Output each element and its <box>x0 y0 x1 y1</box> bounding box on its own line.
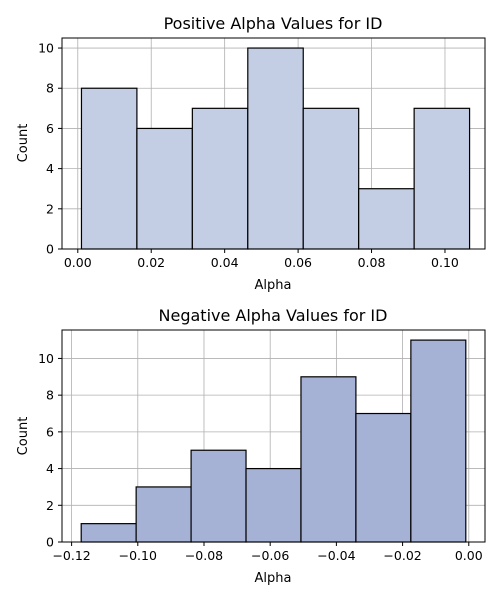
bars <box>80 339 467 543</box>
x-tick-label: 0.04 <box>211 255 239 270</box>
y-tick-label: 10 <box>38 351 54 366</box>
plot-frame <box>61 329 486 543</box>
histogram-bar <box>410 339 467 543</box>
y-axis-label: Count <box>16 124 31 163</box>
bars <box>80 47 471 250</box>
x-tick-label: −0.10 <box>119 548 157 563</box>
y-tick-label: 4 <box>46 161 54 176</box>
x-tick-label: 0.06 <box>284 255 312 270</box>
y-axis-label: Count <box>16 417 31 456</box>
x-tick-label: −0.12 <box>52 548 90 563</box>
x-tick-label: 0.10 <box>431 255 459 270</box>
y-tick-label: 6 <box>46 121 54 136</box>
histogram-bar <box>247 47 304 250</box>
positive-alpha-histogram: Positive Alpha Values for ID Alpha Count… <box>16 14 486 293</box>
y-tick-label: 10 <box>38 41 54 56</box>
y-tick-label: 6 <box>46 424 54 439</box>
histogram-bar <box>135 486 192 543</box>
histogram-bar <box>80 87 138 250</box>
chart-title: Positive Alpha Values for ID <box>164 14 383 33</box>
x-tick-label: 0.00 <box>64 255 92 270</box>
histogram-bar <box>190 449 247 543</box>
y-ticks: 0 2 4 6 8 10 <box>38 351 62 550</box>
histogram-bar <box>355 412 412 543</box>
y-tick-label: 8 <box>46 388 54 403</box>
x-tick-label: 0.00 <box>455 548 483 563</box>
histogram-bar <box>358 188 415 250</box>
x-tick-label: −0.08 <box>185 548 223 563</box>
histogram-bar <box>413 107 471 250</box>
histogram-bar <box>300 376 357 543</box>
histogram-bar <box>245 467 302 543</box>
y-tick-label: 0 <box>46 242 54 257</box>
x-ticks: 0.00 0.02 0.04 0.06 0.08 0.10 <box>64 249 459 270</box>
histogram-bar <box>191 107 249 250</box>
histogram-bar <box>80 523 137 543</box>
x-tick-label: −0.06 <box>251 548 289 563</box>
y-tick-label: 8 <box>46 81 54 96</box>
x-tick-label: −0.02 <box>383 548 421 563</box>
histogram-bar <box>302 107 360 250</box>
chart-title: Negative Alpha Values for ID <box>159 306 388 325</box>
x-tick-label: −0.04 <box>317 548 355 563</box>
x-axis-label: Alpha <box>255 571 292 586</box>
y-tick-label: 2 <box>46 201 54 216</box>
x-axis-label: Alpha <box>255 278 292 293</box>
plot-frame <box>61 37 486 250</box>
negative-alpha-histogram: Negative Alpha Values for ID Alpha Count… <box>16 306 486 586</box>
y-tick-label: 4 <box>46 461 54 476</box>
y-ticks: 0 2 4 6 8 10 <box>38 41 62 257</box>
y-tick-label: 2 <box>46 498 54 513</box>
histogram-bar <box>136 127 193 250</box>
x-tick-label: 0.02 <box>137 255 165 270</box>
x-tick-label: 0.08 <box>358 255 386 270</box>
y-tick-label: 0 <box>46 535 54 550</box>
x-ticks: −0.12 −0.10 −0.08 −0.06 −0.04 −0.02 0.00 <box>52 542 483 563</box>
